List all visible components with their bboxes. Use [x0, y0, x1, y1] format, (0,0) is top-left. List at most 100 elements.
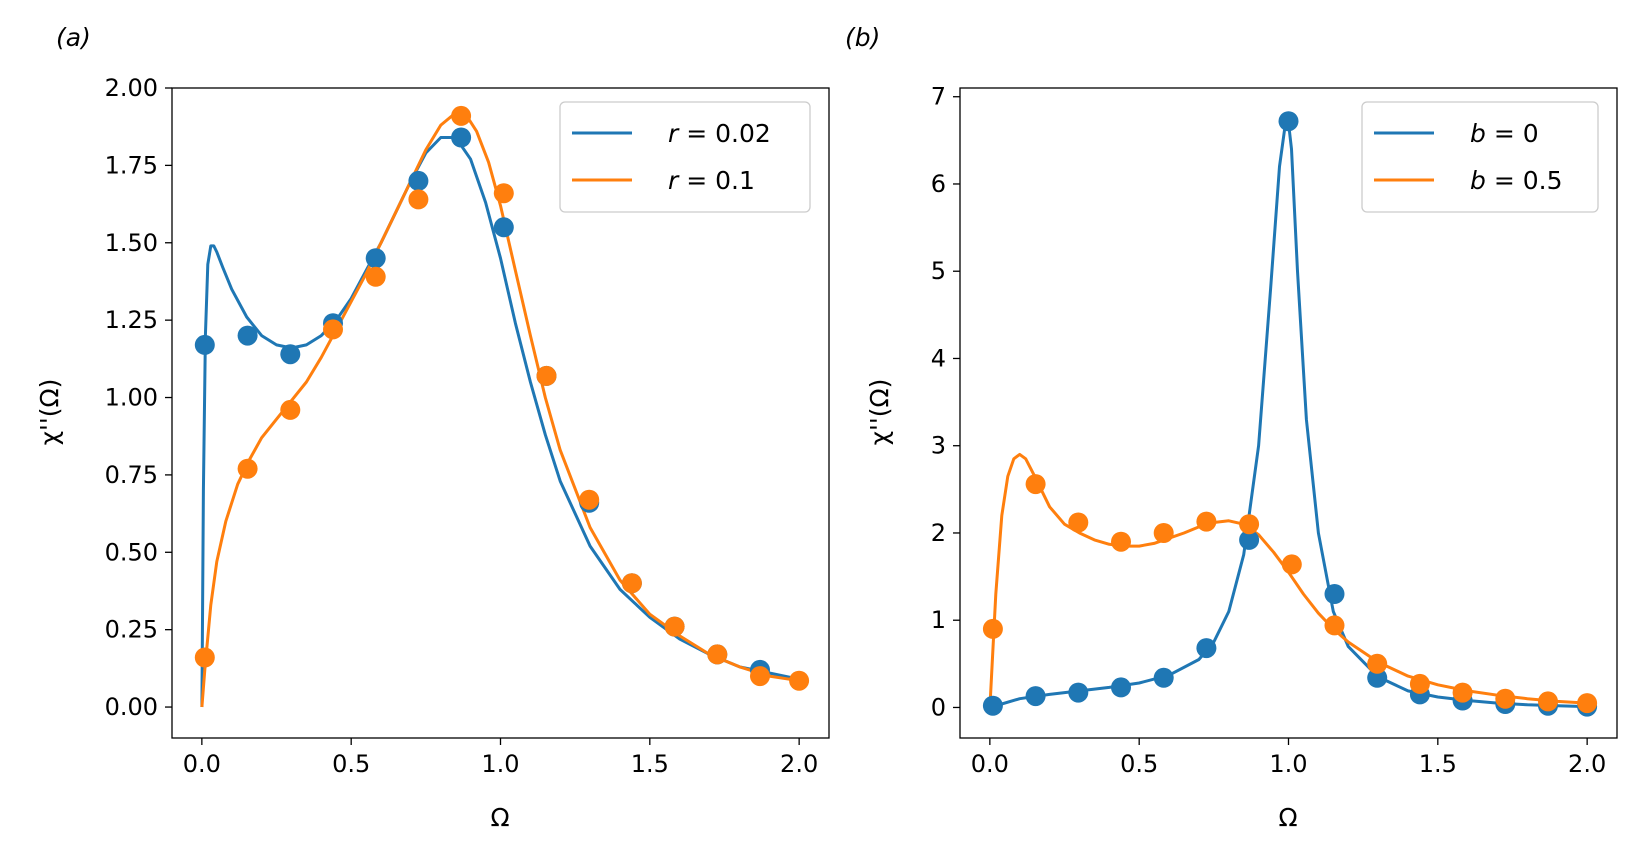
- panel-b-series-1-point-4: [1153, 523, 1174, 543]
- panel-b-series-1-point-3: [1111, 531, 1131, 552]
- panel-b-series-1-point-6: [1239, 514, 1260, 535]
- panel-a-legend-eq-0: =: [678, 119, 715, 148]
- panel-a-ytick-label-6: 1.50: [105, 229, 158, 257]
- panel-a-ytick-label-8: 2.00: [105, 74, 158, 102]
- panel-a-series-1-point-12: [707, 644, 728, 665]
- panel-b-series-0-point-0: [982, 695, 1003, 716]
- panel-b-series-1-point-8: [1324, 615, 1345, 636]
- panel-b-ytick-label-1: 1: [931, 606, 946, 634]
- panel-a-series-1-point-6: [451, 105, 472, 126]
- panel-b-ytick-label-5: 5: [931, 257, 946, 285]
- panel-b-series-1-point-2: [1068, 512, 1089, 533]
- panel-b-ytick-label-4: 4: [931, 344, 946, 372]
- panel-a-series-1-point-10: [621, 573, 642, 594]
- panel-b-xtick-label-2: 1.0: [1269, 750, 1307, 778]
- panel-a-legend-box: [559, 101, 811, 213]
- panel-a-series-1-point-9: [579, 489, 600, 510]
- panel-a-legend-val-1: 0.1: [715, 166, 755, 195]
- panel-a-xtick-label-1: 0.5: [332, 750, 370, 778]
- panel-b-ytick-label-2: 2: [931, 519, 946, 547]
- panel-a-series-0-point-2: [280, 344, 301, 365]
- panel-a-legend-entry-0: r = 0.02: [668, 119, 771, 148]
- panel-a-xtick-label-3: 1.5: [631, 750, 669, 778]
- panel-b-legend-var-0: b: [1470, 119, 1486, 148]
- panel-b-xtick-label-3: 1.5: [1419, 750, 1457, 778]
- panel-a-series-1-point-4: [365, 266, 386, 287]
- panel-b-series-1-point-12: [1495, 688, 1516, 709]
- panel-a-series-1-point-0: [194, 647, 215, 668]
- panel-a: (a) 0.0 0.5 1.0 1.5 2.0 0.00 0.25 0.50 0.75 1.00…: [35, 23, 830, 832]
- panel-a-legend: r = 0.02 r = 0.1: [559, 101, 811, 213]
- panel-a-series-1-point-3: [323, 319, 343, 340]
- panel-a-legend-entry-1: r = 0.1: [668, 166, 755, 195]
- panel-b-series-1-point-9: [1367, 653, 1388, 674]
- panel-a-ytick-label-5: 1.25: [105, 306, 158, 334]
- panel-a-xtick-label-0: 0.0: [183, 750, 221, 778]
- panel-b-legend-eq-1: =: [1486, 166, 1523, 195]
- panel-b-legend-eq-0: =: [1486, 119, 1523, 148]
- panel-b-ytick-label-3: 3: [931, 432, 946, 460]
- panel-b-legend-box: [1361, 101, 1599, 213]
- panel-b-series-0-point-5: [1196, 638, 1217, 659]
- panel-b-ytick-label-7: 7: [931, 83, 946, 111]
- panel-a-series-0-point-0: [194, 334, 215, 355]
- panel-a-ytick-label-3: 0.75: [105, 461, 158, 489]
- panel-a-series-1-point-2: [280, 399, 301, 420]
- panel-b-series-0-point-2: [1068, 682, 1089, 703]
- panel-a-legend-val-0: 0.02: [715, 119, 771, 148]
- panel-b-series-1-point-11: [1452, 682, 1473, 703]
- panel-a-ytick-label-1: 0.25: [105, 616, 158, 644]
- panel-a-ylabel: χ''(Ω): [35, 379, 64, 446]
- panel-a-series-1-point-11: [664, 616, 685, 637]
- panel-a-ytick-label-7: 1.75: [105, 151, 158, 179]
- panel-b-series-1-point-7: [1281, 554, 1302, 575]
- panel-b-label: (b): [845, 23, 880, 52]
- panel-a-ytick-label-0: 0.00: [105, 693, 158, 721]
- panel-a-series-1-point-5: [408, 189, 429, 210]
- panel-b-legend-var-1: b: [1470, 166, 1486, 195]
- panel-b: (b) 0.0 0.5 1.0 1.5 2.0 0 1 2 3 4 5 6 7 Ω χ''(Ω) b …: [845, 23, 1618, 832]
- panel-b-series-1-point-0: [982, 618, 1003, 639]
- panel-a-ytick-label-2: 0.50: [105, 538, 158, 566]
- panel-a-label: (a): [56, 23, 91, 52]
- panel-a-series-1-point-14: [789, 670, 810, 691]
- panel-b-series-1-point-1: [1025, 474, 1046, 495]
- panel-b-series-1-point-10: [1409, 673, 1430, 694]
- panel-b-series-0-point-1: [1025, 686, 1046, 707]
- panel-b-legend-val-0: 0: [1523, 119, 1539, 148]
- panel-b-xtick-label-1: 0.5: [1120, 750, 1158, 778]
- panel-a-series-1-point-7: [493, 183, 514, 204]
- panel-b-series-0-point-3: [1111, 677, 1131, 698]
- panel-a-series-1-point-1: [237, 458, 258, 479]
- panel-b-xtick-label-0: 0.0: [971, 750, 1009, 778]
- panel-a-xtick-label-4: 2.0: [780, 750, 818, 778]
- panel-b-legend: b = 0 b = 0.5: [1361, 101, 1599, 213]
- panel-a-series-0-point-7: [493, 217, 514, 238]
- panel-a-series-1-point-13: [750, 666, 770, 687]
- panel-a-xlabel: Ω: [490, 803, 509, 832]
- panel-b-xlabel: Ω: [1278, 803, 1297, 832]
- panel-b-legend-val-1: 0.5: [1523, 166, 1563, 195]
- panel-b-series-1-point-5: [1196, 511, 1217, 532]
- panel-b-series-0-point-8: [1324, 584, 1345, 604]
- panel-b-ylabel: χ''(Ω): [865, 379, 894, 446]
- panel-b-ytick-label-6: 6: [931, 170, 946, 198]
- panel-b-series-1-point-13: [1538, 691, 1558, 712]
- panel-a-series-0-point-1: [237, 325, 258, 346]
- panel-b-series-0-point-9: [1367, 667, 1388, 688]
- panel-a-legend-var-0: r: [668, 119, 680, 148]
- panel-a-series-0-point-5: [408, 170, 429, 191]
- panel-a-ytick-label-4: 1.00: [105, 384, 158, 412]
- panel-a-series-0-point-4: [365, 248, 386, 269]
- panel-b-series-0-point-6: [1239, 529, 1260, 550]
- panel-b-ytick-label-0: 0: [931, 693, 946, 721]
- panel-b-xtick-label-4: 2.0: [1568, 750, 1606, 778]
- panel-a-series-0-point-6: [451, 127, 472, 148]
- panel-a-legend-var-1: r: [668, 166, 680, 195]
- panel-a-xtick-label-2: 1.0: [481, 750, 519, 778]
- panel-a-legend-eq-1: =: [678, 166, 715, 195]
- panel-a-series-1-point-8: [536, 365, 557, 386]
- panel-b-series-0-point-7: [1278, 111, 1299, 132]
- panel-b-series-0-point-4: [1153, 667, 1174, 688]
